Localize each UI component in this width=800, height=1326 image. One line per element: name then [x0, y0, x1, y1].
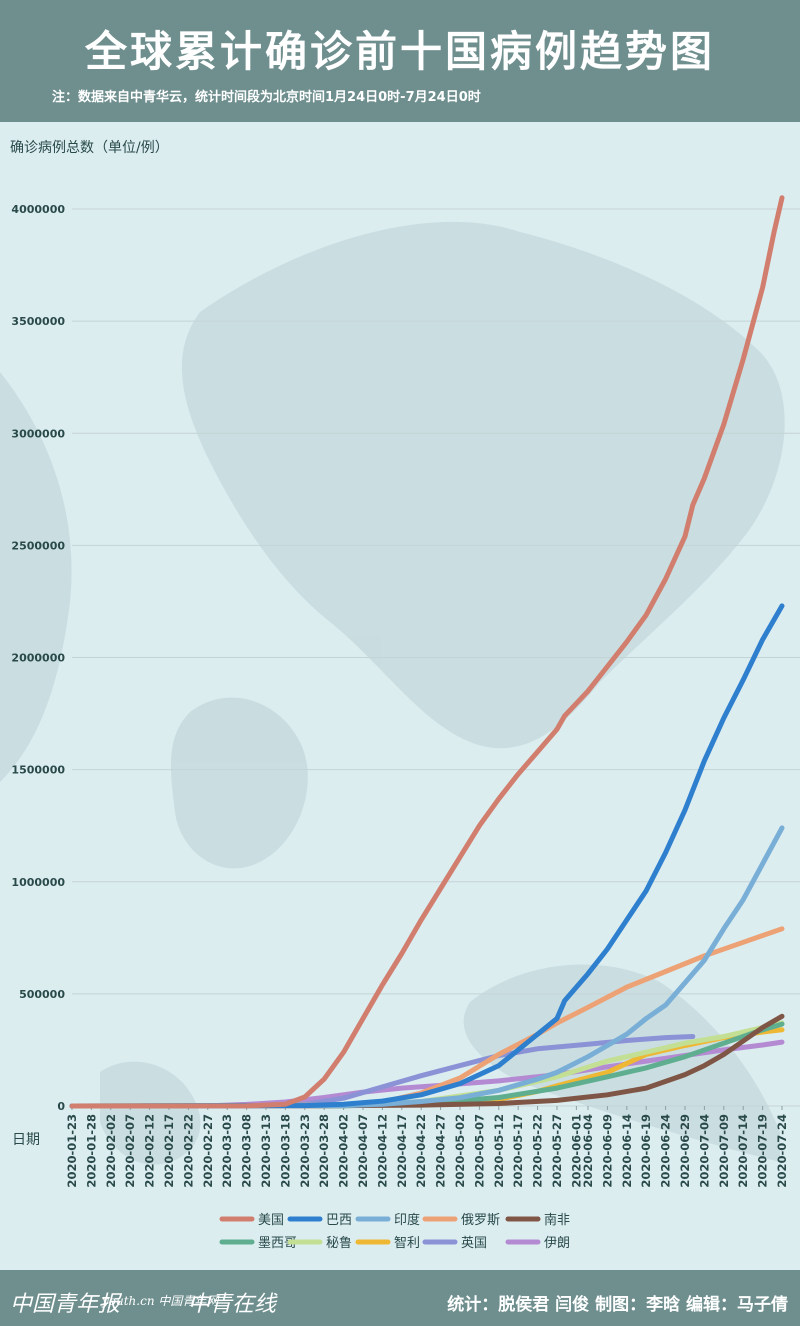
- x-tick-3: 2020-02-07: [123, 1114, 137, 1188]
- series-line-2: [69, 825, 785, 1109]
- y-tick-7: 3500000: [11, 315, 65, 328]
- y-tick-2: 1000000: [11, 876, 65, 889]
- line-chart: 确诊病例总数（单位/例） 日期 0 500000 1000000 1500000 200…: [0, 140, 800, 1251]
- x-tick-21: 2020-05-07: [472, 1114, 486, 1188]
- x-tick-30: 2020-06-19: [639, 1114, 653, 1188]
- x-tick-9: 2020-03-08: [240, 1114, 254, 1188]
- x-tick-23: 2020-05-17: [511, 1114, 525, 1188]
- series-line-0: [69, 195, 785, 1109]
- x-tick-1: 2020-01-28: [84, 1114, 98, 1188]
- x-tick-7: 2020-02-27: [201, 1114, 215, 1188]
- legend-label-2: 印度: [394, 1212, 420, 1228]
- x-tick-35: 2020-07-14: [736, 1114, 750, 1188]
- x-tick-16: 2020-04-12: [375, 1114, 389, 1188]
- legend-label-0: 美国: [258, 1213, 284, 1228]
- x-tick-36: 2020-07-19: [756, 1114, 770, 1188]
- legend-label-3: 俄罗斯: [461, 1213, 500, 1228]
- chart-title: 全球累计确诊前十国病例趋势图: [84, 27, 715, 76]
- y-axis-label: 确诊病例总数（单位/例）: [10, 140, 169, 156]
- x-tick-32: 2020-06-29: [678, 1114, 692, 1188]
- x-tick-4: 2020-02-12: [143, 1114, 157, 1188]
- x-tick-25: 2020-05-27: [550, 1114, 564, 1188]
- x-tick-12: 2020-03-23: [298, 1114, 312, 1188]
- x-tick-26: 2020-06-01: [569, 1114, 583, 1188]
- y-tick-labels: 0 500000 1000000 1500000 2000000 2500000 30000…: [11, 203, 65, 1113]
- grid-lines: [72, 208, 800, 1107]
- legend-label-9: 伊朗: [544, 1236, 570, 1251]
- x-tick-24: 2020-05-22: [531, 1114, 545, 1188]
- x-tick-0: 2020-01-23: [65, 1114, 79, 1188]
- x-tick-20: 2020-05-02: [453, 1114, 467, 1188]
- footer-bar: 中国青年报 youth.cn 中国青年网 中青在线 统计：脱侯君 闫俊 制图：李…: [0, 1270, 800, 1326]
- x-tick-31: 2020-06-24: [659, 1114, 673, 1188]
- series-line-4: [69, 1013, 785, 1109]
- x-tick-34: 2020-07-09: [717, 1114, 731, 1188]
- x-tick-17: 2020-04-17: [395, 1114, 409, 1188]
- x-tick-13: 2020-03-28: [317, 1114, 331, 1188]
- y-tick-5: 2500000: [11, 539, 65, 552]
- background-map: [0, 221, 785, 1165]
- x-tick-2: 2020-02-02: [104, 1114, 118, 1188]
- x-tick-6: 2020-02-22: [181, 1114, 195, 1188]
- x-tick-15: 2020-04-07: [356, 1114, 370, 1188]
- legend-label-5: 墨西哥: [258, 1236, 297, 1251]
- y-tick-4: 2000000: [11, 652, 65, 665]
- legend-label-4: 南非: [544, 1212, 570, 1228]
- legend-label-1: 巴西: [326, 1213, 352, 1228]
- x-tick-19: 2020-04-27: [434, 1114, 448, 1188]
- cyol-logo: 中青在线: [188, 1292, 277, 1317]
- x-tick-27: 2020-06-04: [581, 1114, 595, 1188]
- cyd-logo: 中国青年报: [10, 1292, 121, 1317]
- x-tick-18: 2020-04-22: [414, 1114, 428, 1188]
- x-tick-22: 2020-05-12: [492, 1114, 506, 1188]
- header-banner: 全球累计确诊前十国病例趋势图 注：数据来自中青华云，统计时间段为北京时间1月24…: [0, 0, 800, 122]
- x-tick-labels: 2020-01-23 2020-01-28 2020-02-02 2020-02-07…: [65, 1106, 789, 1188]
- legend-label-8: 英国: [461, 1236, 487, 1251]
- legend-label-6: 秘鲁: [326, 1236, 352, 1251]
- x-tick-37: 2020-07-24: [775, 1114, 789, 1188]
- legend-label-7: 智利: [394, 1236, 420, 1251]
- youth-cn-logo: youth.cn 中国青年网: [102, 1294, 219, 1308]
- y-tick-3: 1500000: [11, 764, 65, 777]
- x-tick-14: 2020-04-02: [337, 1114, 351, 1188]
- series-line-1: [69, 603, 785, 1109]
- x-tick-29: 2020-06-14: [620, 1114, 634, 1188]
- data-source-note: 注：数据来自中青华云，统计时间段为北京时间1月24日0时-7月24日0时: [52, 90, 481, 105]
- x-tick-5: 2020-02-17: [162, 1114, 176, 1188]
- x-axis-label: 日期: [12, 1132, 40, 1148]
- x-tick-28: 2020-06-09: [600, 1114, 614, 1188]
- y-tick-8: 4000000: [11, 203, 65, 216]
- y-tick-1: 500000: [19, 988, 65, 1001]
- x-tick-8: 2020-03-03: [220, 1114, 234, 1188]
- credits: 统计：脱侯君 闫俊 制图：李晗 编辑：马子倩: [447, 1295, 788, 1315]
- series-lines: [69, 195, 785, 1109]
- y-tick-6: 3000000: [11, 427, 65, 440]
- x-tick-33: 2020-07-04: [697, 1114, 711, 1188]
- x-tick-11: 2020-03-18: [278, 1114, 292, 1188]
- x-tick-10: 2020-03-13: [259, 1114, 273, 1188]
- y-tick-0: 0: [57, 1100, 65, 1113]
